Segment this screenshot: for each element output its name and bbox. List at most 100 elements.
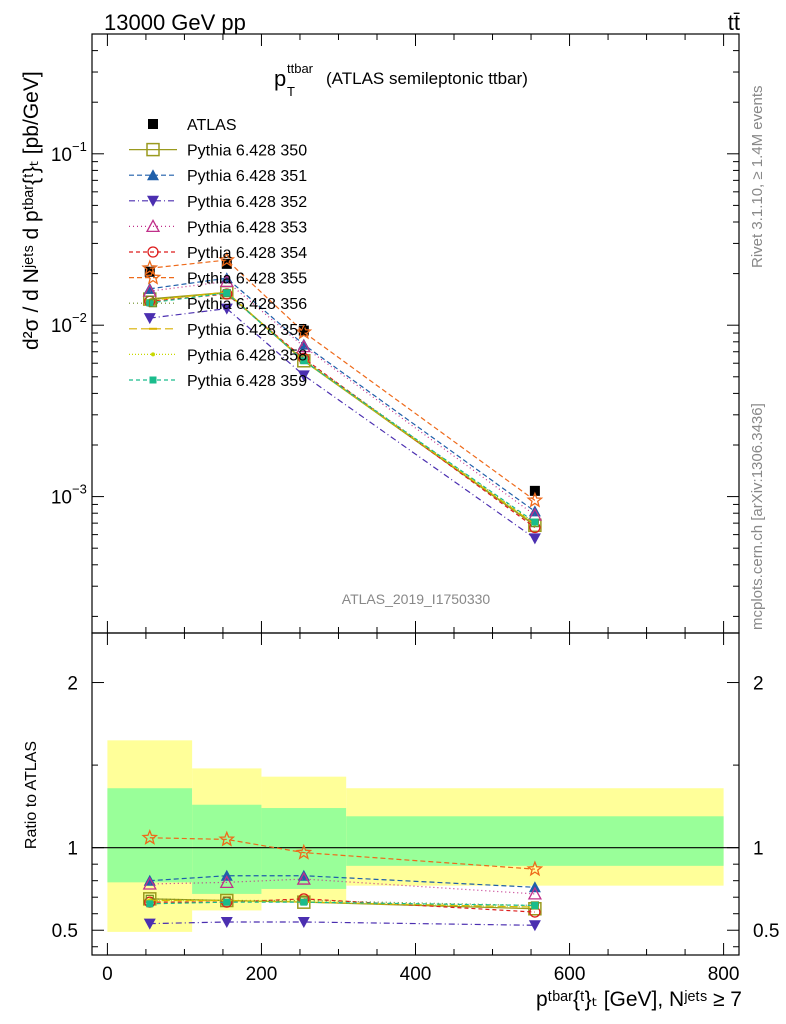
data-point: [296, 339, 311, 353]
ratio-point: [526, 860, 544, 877]
legend-entry: Pythia 6.428 356: [129, 296, 307, 313]
y-tick-label: 10: [51, 316, 72, 337]
legend-entry: Pythia 6.428 351: [129, 168, 307, 185]
data-point: [143, 313, 156, 325]
data-point: [526, 491, 544, 508]
ratio-point: [295, 843, 313, 860]
legend-marker: [148, 299, 158, 308]
data-point: [218, 251, 236, 268]
legend-entry: Pythia 6.428 357: [129, 322, 307, 339]
legend-entry: Pythia 6.428 353: [129, 219, 307, 236]
legend-label: Pythia 6.428 358: [187, 347, 307, 364]
ratio-line: [149, 837, 535, 870]
legend-label: Pythia 6.428 354: [187, 245, 307, 262]
ratio-line: [149, 899, 535, 908]
plot-title: p ttbar T (ATLAS semileptonic ttbar): [274, 61, 528, 99]
x-tick-label: 800: [708, 964, 740, 985]
x-tick-label: 0: [102, 964, 113, 985]
main-y-ticks: 10−110−210−3: [51, 33, 739, 633]
legend-entry: Pythia 6.428 352: [129, 194, 307, 211]
title-rest: (ATLAS semileptonic ttbar): [326, 69, 528, 88]
uncertainty-band-green: [107, 788, 193, 883]
legend-marker: [147, 195, 159, 207]
ratio-point: [142, 876, 157, 890]
y-tick-label: 1: [753, 839, 764, 860]
legend-entry: Pythia 6.428 359: [129, 373, 307, 390]
data-point: [529, 485, 540, 496]
y-tick-label: 2: [67, 674, 78, 695]
data-point: [223, 289, 231, 297]
ratio-point: [218, 830, 236, 847]
ratio-line: [149, 921, 535, 926]
data-point: [295, 323, 313, 340]
ratio-point: [223, 898, 231, 906]
legend-label: Pythia 6.428 352: [187, 194, 307, 211]
legend-label: Pythia 6.428 353: [187, 219, 307, 236]
legend-marker: [146, 142, 160, 157]
series-line: [149, 291, 536, 525]
y-tick-exponent: −3: [72, 482, 87, 497]
rivet-label: Rivet 3.1.10, ≥ 1.4M events: [749, 86, 766, 269]
legend-label: Pythia 6.428 355: [187, 271, 307, 288]
ratio-point: [219, 874, 234, 888]
ratio-point: [296, 871, 311, 885]
series-pythia-6.428-355: [141, 251, 544, 508]
legend-marker: [148, 119, 158, 129]
legend-marker: [144, 268, 162, 285]
header-right: tt̄: [728, 10, 740, 35]
ratio-point: [528, 920, 541, 932]
legend-label: Pythia 6.428 359: [187, 373, 307, 390]
legend-label: ATLAS: [187, 117, 237, 134]
ratio-point: [146, 900, 154, 908]
main-plot: 10−110−210−3: [51, 33, 740, 634]
y-tick-label: 2: [753, 674, 764, 695]
y-tick-label: 10: [51, 488, 72, 509]
y-tick-label: 0.5: [52, 921, 78, 942]
series-pythia-6.428-352: [143, 303, 541, 545]
legend-entry: Pythia 6.428 355: [129, 268, 307, 288]
ratio-line: [149, 901, 535, 907]
legend-entry: Pythia 6.428 350: [129, 143, 307, 160]
analysis-watermark: ATLAS_2019_I1750330: [342, 591, 491, 607]
mcplots-label: mcplots.cern.ch [arXiv:1306.3436]: [749, 403, 766, 630]
legend-marker: [147, 246, 159, 258]
main-ylabel-text: d²σ / d Nʲᵉᵗˢ d pᵗᵇᵃʳ{ᵗ}ₜ [pb/GeV]: [20, 71, 43, 350]
ratio-ylabel: Ratio to ATLAS: [23, 741, 40, 849]
data-point: [531, 518, 539, 526]
legend-label: Pythia 6.428 350: [187, 143, 307, 160]
legend-label: Pythia 6.428 357: [187, 322, 307, 339]
data-point: [297, 370, 310, 382]
ratio-point: [531, 901, 539, 909]
y-tick-label: 0.5: [753, 921, 779, 942]
y-tick-label: 1: [67, 839, 78, 860]
y-tick-exponent: −2: [72, 310, 87, 325]
series-line: [149, 292, 536, 523]
uncertainty-band-green: [346, 816, 724, 866]
series-line: [149, 259, 536, 501]
x-tick-label: 200: [246, 964, 278, 985]
legend-label: Pythia 6.428 356: [187, 296, 307, 313]
ratio-series-pythia-6.428-353: [142, 871, 542, 900]
ratio-point: [220, 893, 234, 908]
data-point: [141, 259, 159, 276]
ratio-plot: 0 200 400 600 800 0.5 0.5 1 1 2 2: [52, 632, 779, 985]
ratio-point: [143, 918, 156, 930]
legend-marker: [151, 352, 155, 357]
legend-entry: Pythia 6.428 358: [129, 347, 307, 364]
ratio-series-pythia-6.428-352: [143, 916, 541, 932]
data-point: [528, 533, 541, 545]
ratio-line: [149, 898, 535, 913]
ratio-series-pythia-6.428-355: [141, 829, 544, 877]
legend-marker: [145, 219, 161, 233]
series-line: [149, 307, 536, 539]
x-tick-label: 400: [400, 964, 432, 985]
legend-entry: ATLAS: [148, 117, 237, 134]
data-point: [298, 325, 309, 336]
title-sub: T: [287, 84, 295, 99]
y-tick-label: 10: [51, 145, 72, 166]
header-left: 13000 GeV pp: [104, 10, 246, 35]
ratio-point: [527, 886, 542, 900]
legend-entry: Pythia 6.428 354: [129, 245, 307, 262]
title-main: p: [274, 66, 286, 91]
data-point: [221, 258, 232, 269]
